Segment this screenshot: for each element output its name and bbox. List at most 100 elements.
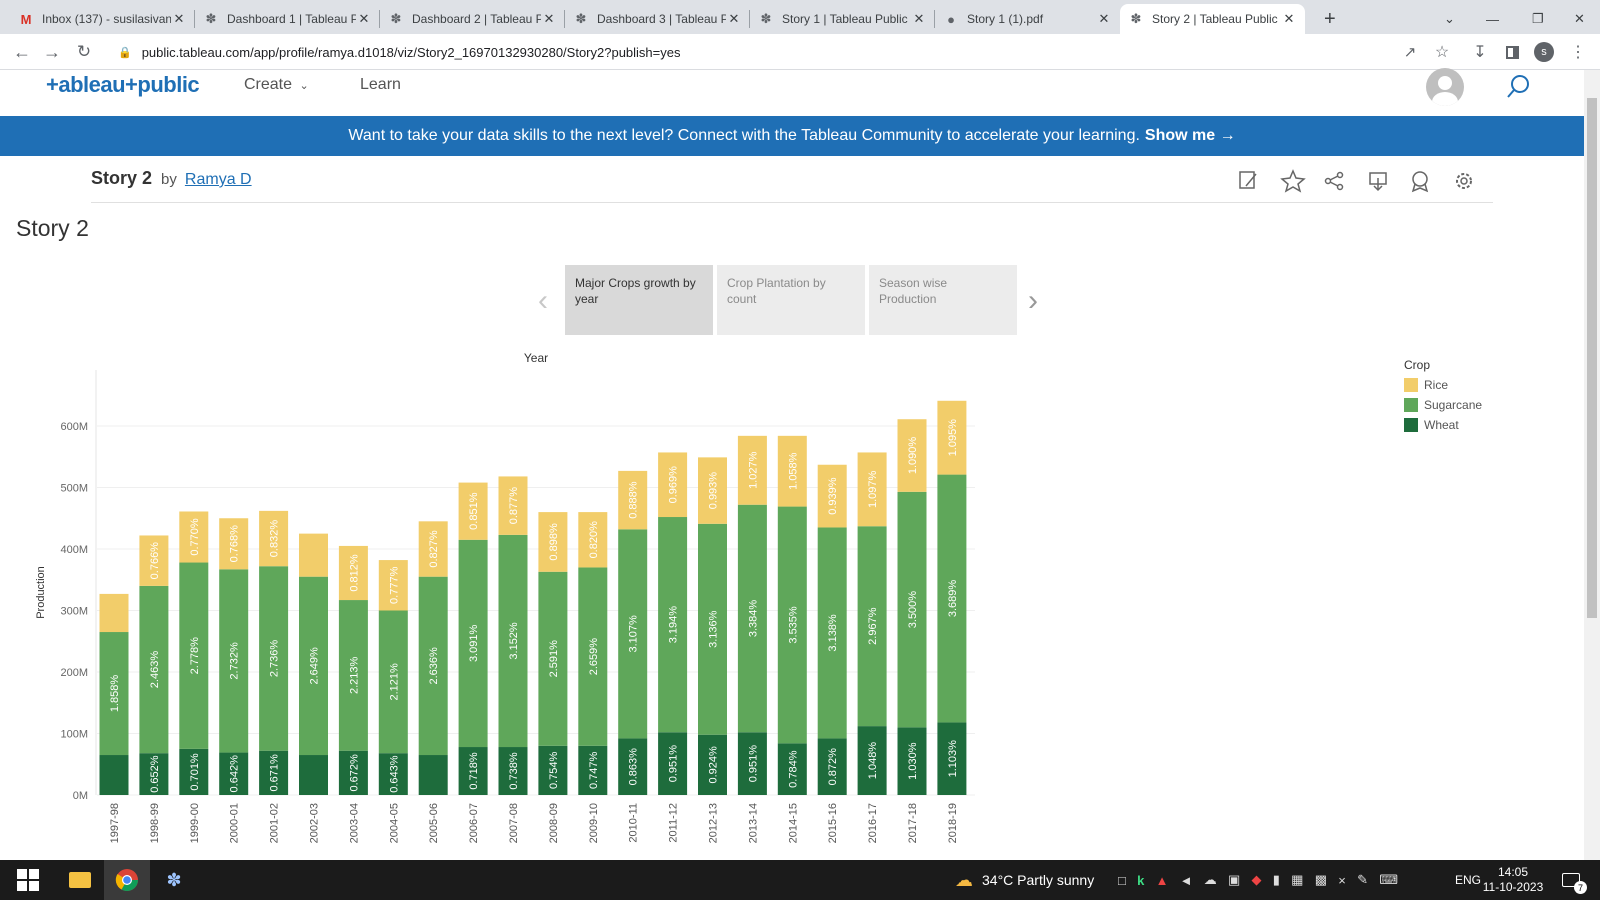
favorite-star-icon[interactable]	[1280, 169, 1306, 193]
search-icon[interactable]	[1504, 72, 1534, 102]
bar-segment-rice	[658, 452, 688, 518]
story-prev-arrow-icon[interactable]: ‹	[538, 284, 548, 317]
scrollbar-thumb[interactable]	[1587, 98, 1597, 618]
close-window-icon[interactable]: ✕	[1574, 11, 1585, 26]
browser-tab-title: Dashboard 2 | Tableau P	[412, 12, 541, 26]
notification-center-icon[interactable]: 7	[1556, 860, 1587, 900]
browser-tab-title: Inbox (137) - susilasivan	[42, 12, 171, 26]
legend-label: Wheat	[1424, 418, 1459, 432]
back-icon[interactable]: ←	[13, 41, 31, 62]
viz-toolbar	[1238, 169, 1478, 193]
system-tray-icons[interactable]: □ k ▲ ◄ ☁ ▣ ◆ ▮ ▦ ▩ × ✎ ⌨	[1118, 860, 1398, 900]
show-me-link[interactable]: Show me →	[1144, 127, 1236, 144]
user-avatar-icon[interactable]	[1426, 68, 1464, 106]
story-point-2[interactable]: Crop Plantation by count	[717, 265, 865, 335]
tray-cloud-icon[interactable]: ☁	[1203, 872, 1217, 887]
nav-create[interactable]: Create ⌄	[244, 76, 309, 94]
bookmark-star-icon[interactable]: ☆	[1434, 44, 1450, 61]
profile-avatar[interactable]: s	[1532, 40, 1556, 64]
tableau-taskbar-icon[interactable]: ✽	[166, 869, 182, 890]
bar-data-label: 0.827%	[428, 530, 440, 568]
close-tab-icon[interactable]: ✕	[1283, 11, 1295, 26]
bar-data-label: 1.030%	[907, 742, 919, 780]
browser-tab-title: Story 1 (1).pdf	[967, 12, 1044, 26]
file-explorer-icon[interactable]	[60, 860, 100, 900]
bar-data-label: 2.649%	[309, 647, 321, 685]
tray-network-icon[interactable]: ▩	[1314, 872, 1327, 887]
browser-tab-title: Story 1 | Tableau Public	[782, 12, 908, 26]
close-tab-icon[interactable]: ✕	[173, 11, 185, 26]
tray-monitor-icon[interactable]: ▣	[1228, 872, 1241, 887]
tray-pen-icon[interactable]: ✎	[1357, 872, 1368, 887]
bar-data-label: 0.770%	[189, 518, 201, 556]
browser-tab-7[interactable]: ✽ Story 2 | Tableau Public ✕	[1120, 4, 1305, 34]
browser-tab-1[interactable]: M Inbox (137) - susilasivan ✕	[10, 4, 195, 34]
viz-by: by	[161, 171, 177, 188]
clock[interactable]: 14:05 11-10-2023	[1480, 860, 1546, 900]
close-tab-icon[interactable]: ✕	[728, 11, 740, 26]
x-tick-label: 2013-14	[747, 803, 759, 843]
close-tab-icon[interactable]: ✕	[543, 11, 555, 26]
bar-data-label: 0.872%	[827, 748, 839, 786]
close-tab-icon[interactable]: ✕	[1098, 11, 1110, 26]
share-page-icon[interactable]: ↗	[1403, 44, 1417, 61]
weather-text[interactable]: 34°C Partly sunny	[982, 872, 1095, 888]
new-tab-icon[interactable]: +	[1324, 7, 1336, 30]
tableau-public-logo[interactable]: +ableau+public	[46, 72, 200, 97]
tray-volume-muted-icon[interactable]: ×	[1338, 872, 1346, 888]
language-indicator[interactable]: ENG	[1454, 873, 1481, 887]
tray-k-icon[interactable]: k	[1137, 872, 1145, 888]
story-point-1[interactable]: Major Crops growth by year	[565, 265, 713, 335]
metrics-badge-icon[interactable]	[1411, 171, 1429, 193]
download-icon[interactable]: ↧	[1473, 44, 1487, 61]
browser-menu-icon[interactable]: ⋮	[1570, 44, 1586, 61]
tab-search-icon[interactable]: ⌄	[1444, 11, 1455, 26]
minimize-icon[interactable]: —	[1486, 11, 1499, 27]
bar-segment-wheat	[777, 743, 807, 795]
browser-tab-5[interactable]: ✽ Story 1 | Tableau Public ✕	[750, 4, 935, 34]
close-tab-icon[interactable]: ✕	[358, 11, 370, 26]
chrome-taskbar-icon[interactable]	[104, 860, 150, 900]
page-scrollbar[interactable]	[1584, 70, 1600, 860]
tray-usb-icon[interactable]: ▮	[1272, 872, 1280, 887]
edit-viz-icon[interactable]	[1239, 171, 1257, 189]
reload-icon[interactable]: ↻	[76, 42, 92, 61]
story-point-3[interactable]: Season wise Production	[869, 265, 1017, 335]
bar-segment-sugarcane	[338, 600, 368, 751]
restore-icon[interactable]: ❐	[1532, 11, 1544, 26]
tray-vpn-icon[interactable]: ▦	[1291, 872, 1304, 887]
settings-gear-icon[interactable]	[1456, 173, 1472, 189]
legend-item-sugarcane[interactable]: Sugarcane	[1404, 398, 1482, 412]
weather-icon[interactable]: ☁	[955, 869, 973, 890]
viz-title-bar: Story 2 by Ramya D	[91, 168, 252, 189]
x-tick-label: 2016-17	[867, 803, 879, 843]
share-icon[interactable]	[1324, 171, 1344, 191]
bar-data-label: 0.718%	[468, 752, 480, 790]
tableau-icon: ✽	[1130, 11, 1142, 26]
legend-item-rice[interactable]: Rice	[1404, 378, 1482, 392]
nav-learn[interactable]: Learn	[360, 76, 401, 93]
close-tab-icon[interactable]: ✕	[913, 11, 925, 26]
bar-segment-rice	[418, 521, 448, 577]
tray-app-icon[interactable]: □	[1118, 872, 1126, 888]
legend-item-wheat[interactable]: Wheat	[1404, 418, 1482, 432]
tray-speaker-icon[interactable]: ◄	[1179, 872, 1193, 888]
browser-tab-3[interactable]: ✽ Dashboard 2 | Tableau P ✕	[380, 4, 565, 34]
browser-tab-6[interactable]: ● Story 1 (1).pdf ✕	[935, 4, 1120, 34]
bar-data-label: 0.768%	[229, 525, 241, 563]
browser-tab-2[interactable]: ✽ Dashboard 1 | Tableau P ✕	[195, 4, 380, 34]
download-viz-icon[interactable]	[1369, 172, 1387, 192]
tray-keyboard-icon[interactable]: ⌨	[1379, 872, 1398, 887]
author-link[interactable]: Ramya D	[184, 171, 252, 188]
browser-tab-4[interactable]: ✽ Dashboard 3 | Tableau P ✕	[565, 4, 750, 34]
windows-start-icon[interactable]	[8, 860, 48, 900]
side-panel-icon[interactable]	[1500, 40, 1524, 64]
tray-shield-icon[interactable]: ◆	[1251, 872, 1262, 887]
tableau-icon: ✽	[575, 11, 587, 26]
bar-segment-sugarcane	[259, 566, 289, 751]
forward-icon[interactable]: →	[43, 41, 61, 62]
address-bar[interactable]: 🔒 public.tableau.com/app/profile/ramya.d…	[108, 38, 1398, 66]
bar-segment-wheat	[458, 747, 488, 795]
story-next-arrow-icon[interactable]: ›	[1028, 284, 1038, 317]
tray-warning-icon[interactable]: ▲	[1155, 872, 1169, 888]
